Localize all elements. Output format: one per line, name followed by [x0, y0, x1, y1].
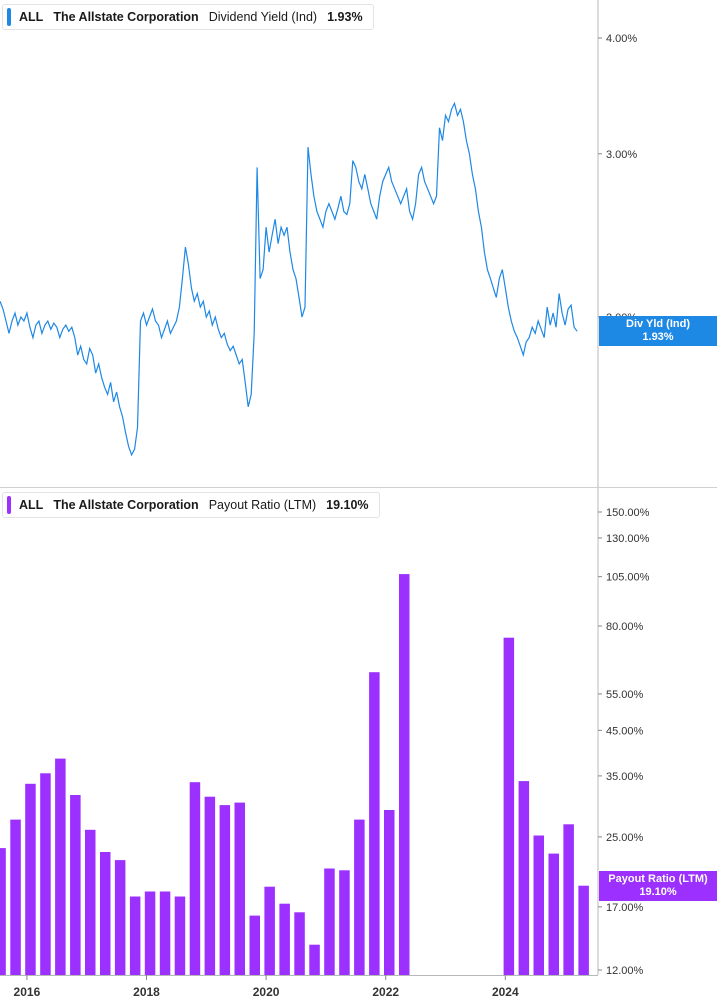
payout-bar: [503, 637, 515, 975]
payout-axis: 150.00% 130.00% 105.00% 80.00% 55.00% 45.00% 3…: [598, 507, 650, 977]
payout-swatch-icon: [7, 496, 11, 514]
yield-plot: [0, 101, 578, 457]
payout-bar: [384, 810, 395, 975]
payout-bar: [354, 819, 365, 975]
yield-legend: ALL The Allstate Corporation Dividend Yi…: [2, 4, 374, 30]
payout-plot: [0, 574, 589, 975]
payout-ytick-label: 80.00%: [606, 621, 644, 633]
payout-current-value: 19.10%: [326, 498, 369, 512]
yield-ytick-label: 4.00%: [606, 33, 637, 45]
payout-bar: [339, 870, 350, 975]
payout-badge-value: 19.10%: [639, 885, 677, 898]
payout-bar: [219, 805, 231, 975]
payout-ytick-label: 17.00%: [606, 902, 644, 914]
yield-company: The Allstate Corporation: [53, 10, 199, 24]
payout-ytick-label: 55.00%: [606, 689, 644, 701]
yield-ticker: ALL: [19, 10, 44, 24]
payout-bar: [144, 891, 156, 975]
xtick-label: 2020: [253, 985, 280, 999]
payout-bar: [100, 852, 111, 975]
yield-value-badge: Div Yld (Ind) 1.93%: [599, 316, 717, 347]
xtick-label: 2016: [14, 985, 41, 999]
payout-bar: [159, 891, 171, 975]
payout-bar: [279, 903, 290, 975]
payout-bar: [55, 758, 66, 975]
yield-series-line: [0, 101, 578, 457]
xtick-label: 2018: [133, 985, 160, 999]
payout-bar: [189, 782, 201, 975]
payout-bar: [249, 915, 260, 975]
payout-bar: [129, 896, 141, 975]
payout-ytick-label: 25.00%: [606, 832, 644, 844]
yield-metric: Dividend Yield (Ind): [208, 10, 318, 24]
payout-bar: [174, 896, 186, 975]
payout-bar: [204, 796, 216, 975]
payout-bar: [578, 885, 589, 975]
payout-bar: [563, 824, 574, 975]
payout-bar: [294, 912, 305, 975]
payout-bar: [399, 574, 410, 975]
payout-ytick-label: 45.00%: [606, 725, 644, 737]
payout-bar: [234, 802, 245, 975]
payout-company: The Allstate Corporation: [53, 498, 199, 512]
payout-value-badge: Payout Ratio (LTM) 19.10%: [599, 870, 717, 901]
payout-bar: [25, 783, 36, 975]
payout-ytick-label: 130.00%: [606, 533, 650, 545]
payout-bar: [518, 781, 530, 975]
payout-ticker: ALL: [19, 498, 44, 512]
payout-ytick-label: 105.00%: [606, 572, 650, 584]
payout-ytick-label: 12.00%: [606, 965, 644, 977]
payout-badge-label: Payout Ratio (LTM): [608, 872, 708, 885]
payout-bar: [10, 819, 21, 975]
yield-current-value: 1.93%: [327, 10, 363, 24]
yield-axis: 4.00%3.00%2.00%: [0, 0, 717, 976]
xtick-label: 2022: [372, 985, 399, 999]
xtick-label: 2024: [492, 985, 519, 999]
payout-bar: [533, 835, 544, 975]
payout-bar: [70, 795, 81, 975]
yield-badge-value: 1.93%: [642, 331, 674, 344]
payout-ytick-label: 150.00%: [606, 507, 650, 519]
payout-bar: [264, 886, 275, 975]
yield-swatch-icon: [7, 8, 11, 26]
yield-ytick-label: 3.00%: [606, 149, 637, 161]
payout-bar: [369, 672, 380, 975]
payout-bar: [0, 848, 6, 975]
x-axis: 2016 2018 2020 2022 2024: [14, 975, 519, 999]
payout-bar: [40, 773, 51, 975]
payout-metric: Payout Ratio (LTM): [208, 498, 317, 512]
payout-bar: [548, 853, 559, 975]
payout-bar: [309, 944, 320, 975]
payout-bar: [114, 860, 126, 975]
yield-badge-label: Div Yld (Ind): [626, 318, 690, 331]
payout-bar: [85, 829, 96, 975]
payout-legend: ALL The Allstate Corporation Payout Rati…: [2, 492, 380, 518]
payout-bar: [324, 868, 335, 975]
payout-ytick-label: 35.00%: [606, 771, 644, 783]
